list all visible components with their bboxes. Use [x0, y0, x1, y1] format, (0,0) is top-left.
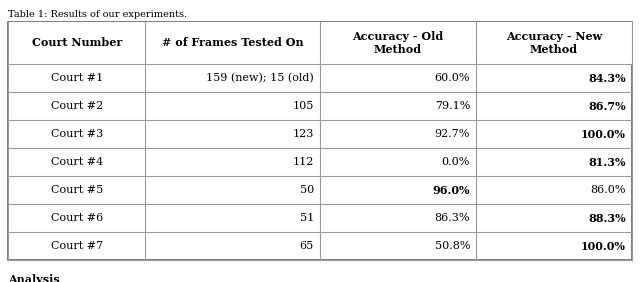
- Text: 51: 51: [300, 213, 314, 223]
- Text: Analysis: Analysis: [8, 274, 60, 282]
- Text: # of Frames Tested On: # of Frames Tested On: [162, 38, 303, 49]
- Text: Court #6: Court #6: [51, 213, 103, 223]
- Bar: [8, 22, 632, 260]
- Text: 0.0%: 0.0%: [442, 157, 470, 167]
- Text: 79.1%: 79.1%: [435, 101, 470, 111]
- Text: Court #7: Court #7: [51, 241, 102, 251]
- Text: Court #5: Court #5: [51, 185, 103, 195]
- Bar: [8, 22, 632, 64]
- Text: 123: 123: [292, 129, 314, 139]
- Text: Court #2: Court #2: [51, 101, 103, 111]
- Text: 81.3%: 81.3%: [589, 157, 626, 168]
- Text: 100.0%: 100.0%: [581, 241, 626, 252]
- Text: Accuracy - Old
Method: Accuracy - Old Method: [353, 31, 444, 55]
- Text: 50: 50: [300, 185, 314, 195]
- Text: 84.3%: 84.3%: [588, 72, 626, 83]
- Text: 86.7%: 86.7%: [588, 100, 626, 111]
- Text: 86.0%: 86.0%: [591, 185, 626, 195]
- Text: 86.3%: 86.3%: [435, 213, 470, 223]
- Text: 112: 112: [292, 157, 314, 167]
- Text: 92.7%: 92.7%: [435, 129, 470, 139]
- Text: 159 (new); 15 (old): 159 (new); 15 (old): [206, 73, 314, 83]
- Text: Accuracy - New
Method: Accuracy - New Method: [506, 31, 602, 55]
- Text: 60.0%: 60.0%: [435, 73, 470, 83]
- Text: Court Number: Court Number: [31, 38, 122, 49]
- Text: Court #3: Court #3: [51, 129, 103, 139]
- Text: 96.0%: 96.0%: [433, 184, 470, 195]
- Text: 88.3%: 88.3%: [588, 213, 626, 224]
- Text: 50.8%: 50.8%: [435, 241, 470, 251]
- Text: Court #1: Court #1: [51, 73, 103, 83]
- Text: 65: 65: [300, 241, 314, 251]
- Text: Court #4: Court #4: [51, 157, 103, 167]
- Text: 105: 105: [292, 101, 314, 111]
- Text: Table 1: Results of our experiments.: Table 1: Results of our experiments.: [8, 10, 187, 19]
- Text: 100.0%: 100.0%: [581, 129, 626, 140]
